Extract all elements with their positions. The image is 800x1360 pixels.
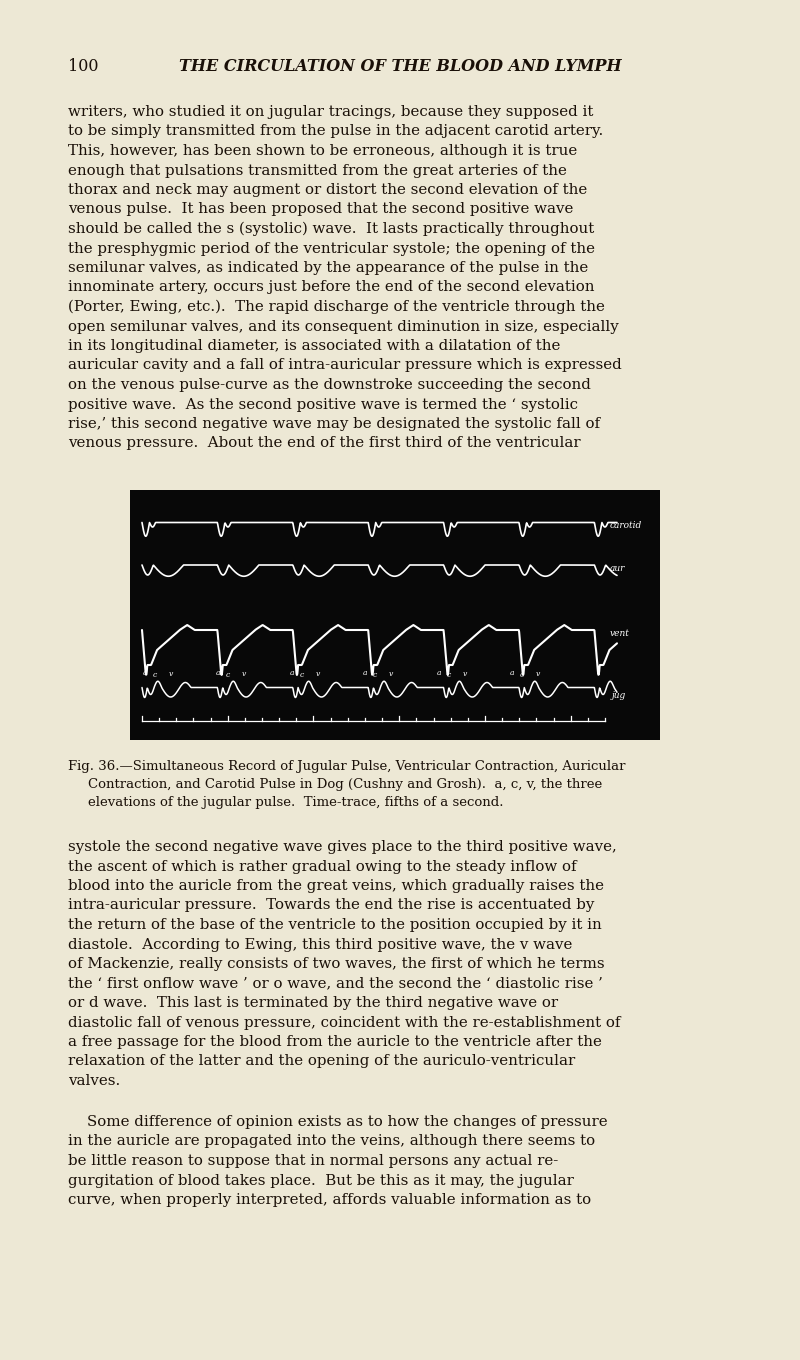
- Text: a: a: [437, 669, 442, 677]
- Text: the ascent of which is rather gradual owing to the steady inflow of: the ascent of which is rather gradual ow…: [68, 860, 577, 873]
- Text: intra-auricular pressure.  Towards the end the rise is accentuated by: intra-auricular pressure. Towards the en…: [68, 899, 594, 913]
- Text: in its longitudinal diameter, is associated with a dilatation of the: in its longitudinal diameter, is associa…: [68, 339, 560, 354]
- Text: v: v: [389, 669, 393, 677]
- Text: Fig. 36.—Simultaneous Record of Jugular Pulse, Ventricular Contraction, Auricula: Fig. 36.—Simultaneous Record of Jugular …: [68, 760, 626, 772]
- Text: venous pressure.  About the end of the first third of the ventricular: venous pressure. About the end of the fi…: [68, 437, 581, 450]
- Text: the return of the base of the ventricle to the position occupied by it in: the return of the base of the ventricle …: [68, 918, 602, 932]
- Bar: [130, 490, 660, 740]
- Text: the ‘ first onflow wave ’ or o wave, and the second the ‘ diastolic rise ’: the ‘ first onflow wave ’ or o wave, and…: [68, 976, 603, 990]
- Text: gurgitation of blood takes place.  But be this as it may, the jugular: gurgitation of blood takes place. But be…: [68, 1174, 574, 1187]
- Text: v: v: [536, 669, 540, 677]
- Text: diastolic fall of venous pressure, coincident with the re-establishment of: diastolic fall of venous pressure, coinc…: [68, 1016, 621, 1030]
- Text: a: a: [363, 669, 368, 677]
- Text: open semilunar valves, and its consequent diminution in size, especially: open semilunar valves, and its consequen…: [68, 320, 618, 333]
- Text: Some difference of opinion exists as to how the changes of pressure: Some difference of opinion exists as to …: [68, 1115, 608, 1129]
- Text: systole the second negative wave gives place to the third positive wave,: systole the second negative wave gives p…: [68, 840, 617, 854]
- Text: a: a: [142, 669, 147, 677]
- Text: THE CIRCULATION OF THE BLOOD AND LYMPH: THE CIRCULATION OF THE BLOOD AND LYMPH: [178, 58, 622, 75]
- Text: writers, who studied it on jugular tracings, because they supposed it: writers, who studied it on jugular traci…: [68, 105, 594, 120]
- Text: c: c: [373, 670, 377, 679]
- Text: in the auricle are propagated into the veins, although there seems to: in the auricle are propagated into the v…: [68, 1134, 595, 1148]
- Text: be little reason to suppose that in normal persons any actual re-: be little reason to suppose that in norm…: [68, 1155, 558, 1168]
- Text: curve, when properly interpreted, affords valuable information as to: curve, when properly interpreted, afford…: [68, 1193, 591, 1208]
- Text: on the venous pulse-curve as the downstroke succeeding the second: on the venous pulse-curve as the downstr…: [68, 378, 591, 392]
- Text: enough that pulsations transmitted from the great arteries of the: enough that pulsations transmitted from …: [68, 163, 567, 178]
- Text: v: v: [242, 669, 246, 677]
- Text: valves.: valves.: [68, 1074, 120, 1088]
- Text: v: v: [169, 669, 173, 677]
- Text: Contraction, and Carotid Pulse in Dog (Cushny and Grosh).  a, c, v, the three: Contraction, and Carotid Pulse in Dog (C…: [88, 778, 602, 792]
- Text: v: v: [315, 669, 320, 677]
- Text: a: a: [290, 669, 294, 677]
- Text: thorax and neck may augment or distort the second elevation of the: thorax and neck may augment or distort t…: [68, 184, 587, 197]
- Text: or d wave.  This last is terminated by the third negative wave or: or d wave. This last is terminated by th…: [68, 996, 558, 1010]
- Text: relaxation of the latter and the opening of the auriculo-ventricular: relaxation of the latter and the opening…: [68, 1054, 575, 1069]
- Text: positive wave.  As the second positive wave is termed the ‘ systolic: positive wave. As the second positive wa…: [68, 397, 578, 412]
- Text: c: c: [446, 670, 450, 679]
- Text: (Porter, Ewing, etc.).  The rapid discharge of the ventricle through the: (Porter, Ewing, etc.). The rapid dischar…: [68, 301, 605, 314]
- Text: v: v: [462, 669, 466, 677]
- Text: 100: 100: [68, 58, 98, 75]
- Text: a free passage for the blood from the auricle to the ventricle after the: a free passage for the blood from the au…: [68, 1035, 602, 1049]
- Text: semilunar valves, as indicated by the appearance of the pulse in the: semilunar valves, as indicated by the ap…: [68, 261, 588, 275]
- Text: a: a: [510, 669, 514, 677]
- Text: venous pulse.  It has been proposed that the second positive wave: venous pulse. It has been proposed that …: [68, 203, 574, 216]
- Text: c: c: [152, 670, 157, 679]
- Text: jug: jug: [612, 691, 626, 699]
- Text: diastole.  According to Ewing, this third positive wave, the v wave: diastole. According to Ewing, this third…: [68, 937, 572, 952]
- Text: c: c: [299, 670, 303, 679]
- Text: vent: vent: [610, 630, 630, 638]
- Text: elevations of the jugular pulse.  Time-trace, fifths of a second.: elevations of the jugular pulse. Time-tr…: [88, 796, 503, 809]
- Text: blood into the auricle from the great veins, which gradually raises the: blood into the auricle from the great ve…: [68, 879, 604, 894]
- Text: carotid: carotid: [610, 521, 642, 529]
- Text: c: c: [520, 670, 524, 679]
- Text: a: a: [216, 669, 221, 677]
- Text: the presphygmic period of the ventricular systole; the opening of the: the presphygmic period of the ventricula…: [68, 242, 595, 256]
- Text: aur: aur: [610, 564, 626, 574]
- Text: c: c: [226, 670, 230, 679]
- Text: of Mackenzie, really consists of two waves, the first of which he terms: of Mackenzie, really consists of two wav…: [68, 957, 605, 971]
- Text: should be called the s (systolic) wave.  It lasts practically throughout: should be called the s (systolic) wave. …: [68, 222, 594, 237]
- Text: to be simply transmitted from the pulse in the adjacent carotid artery.: to be simply transmitted from the pulse …: [68, 125, 603, 139]
- Text: innominate artery, occurs just before the end of the second elevation: innominate artery, occurs just before th…: [68, 280, 594, 295]
- Text: rise,’ this second negative wave may be designated the systolic fall of: rise,’ this second negative wave may be …: [68, 418, 600, 431]
- Text: auricular cavity and a fall of intra-auricular pressure which is expressed: auricular cavity and a fall of intra-aur…: [68, 359, 622, 373]
- Text: This, however, has been shown to be erroneous, although it is true: This, however, has been shown to be erro…: [68, 144, 578, 158]
